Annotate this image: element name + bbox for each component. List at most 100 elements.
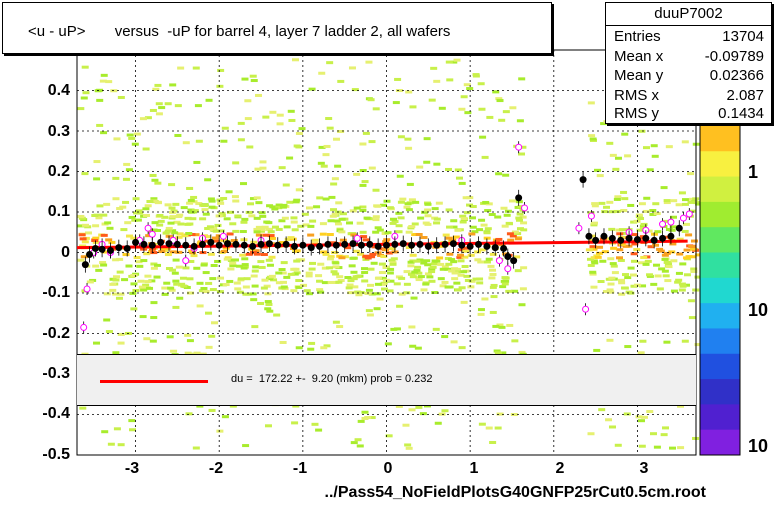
heat-cell	[202, 271, 210, 275]
heat-cell	[344, 246, 352, 250]
heat-cell	[105, 330, 113, 334]
heat-cell	[477, 260, 485, 264]
heat-cell	[158, 106, 166, 110]
heat-cell	[423, 137, 431, 141]
heat-cell	[675, 271, 683, 275]
heat-cell	[609, 153, 617, 157]
heat-cell	[585, 248, 593, 252]
heat-cell	[108, 240, 116, 244]
heat-cell	[483, 236, 491, 240]
heat-cell	[518, 77, 526, 81]
heat-cell	[408, 198, 416, 202]
stats-row-mean-x: Mean x -0.09789	[614, 48, 764, 68]
heat-cell	[227, 258, 235, 262]
heat-cell	[151, 221, 159, 225]
heat-cell	[204, 227, 212, 231]
profile-markers	[80, 141, 693, 334]
heat-cell	[411, 222, 419, 226]
heat-cell	[395, 230, 403, 234]
heat-cell	[669, 225, 677, 229]
heat-cell	[494, 215, 502, 219]
heat-cell	[354, 290, 362, 294]
profile-point	[207, 238, 215, 246]
heat-cell	[441, 409, 449, 413]
heat-cell	[106, 226, 114, 230]
profile-point	[500, 244, 508, 252]
heat-cell	[275, 271, 283, 275]
heat-cell	[308, 267, 316, 271]
heat-cell	[139, 315, 147, 319]
heat-cell	[109, 288, 117, 292]
heat-cell	[405, 90, 413, 94]
heat-cell	[515, 218, 523, 222]
open-point	[659, 220, 667, 228]
profile-point	[148, 241, 156, 249]
profile-point	[307, 244, 315, 252]
heat-cell	[408, 272, 416, 276]
heat-cell	[678, 288, 686, 292]
heat-cell	[266, 309, 274, 313]
heat-cell	[647, 245, 655, 249]
heat-cell	[614, 443, 622, 447]
heat-cell	[460, 300, 468, 304]
y-tick-label: 0.3	[47, 123, 70, 140]
palette-swatch	[700, 125, 740, 152]
heat-cell	[165, 229, 173, 233]
profile-point	[449, 240, 457, 248]
heat-cell	[208, 205, 216, 209]
heat-cell	[290, 289, 298, 293]
heat-cell	[142, 283, 150, 287]
heat-cell	[687, 299, 695, 303]
heat-cell	[456, 255, 464, 259]
heat-cell	[216, 84, 224, 88]
heat-cell	[670, 259, 678, 263]
heat-cell	[513, 255, 521, 259]
heat-cell	[602, 290, 610, 294]
heat-cell	[438, 106, 446, 110]
heat-cell	[165, 267, 173, 271]
heat-cell	[646, 168, 654, 172]
heat-cell	[275, 281, 283, 285]
heat-cell	[390, 327, 398, 331]
profile-point	[123, 244, 131, 252]
heat-cell	[229, 404, 237, 408]
heat-cell	[458, 346, 466, 350]
heat-cell	[433, 259, 441, 263]
heat-cell	[291, 272, 299, 276]
heat-cell	[589, 245, 597, 249]
heat-cell	[222, 283, 230, 287]
heat-cell	[392, 101, 400, 105]
heat-cell	[331, 212, 339, 216]
heat-cell	[260, 253, 268, 257]
heat-cell	[652, 202, 660, 206]
heat-cell	[349, 209, 357, 213]
heat-cell	[368, 255, 376, 259]
heat-cell	[476, 277, 484, 281]
heat-cell	[642, 262, 650, 266]
heat-cell	[125, 264, 133, 268]
heat-cell	[298, 127, 306, 131]
heat-cell	[624, 154, 632, 158]
heat-cell	[227, 267, 235, 271]
open-point	[148, 230, 156, 238]
heat-cell	[372, 188, 380, 192]
heat-cell	[278, 219, 286, 223]
heat-cell	[424, 263, 432, 267]
heat-cell	[444, 285, 452, 289]
heat-cell	[99, 261, 107, 265]
heat-cell	[368, 140, 376, 144]
heat-cell	[308, 87, 316, 91]
x-tick-label: 2	[555, 460, 565, 477]
heat-cell	[420, 236, 428, 239]
heat-cell	[601, 210, 609, 214]
heat-cell	[663, 251, 671, 255]
heat-cell	[155, 112, 163, 116]
heat-cell	[138, 285, 146, 289]
heat-cell	[184, 216, 192, 220]
heat-cell	[393, 327, 401, 331]
profile-point	[132, 238, 140, 246]
heat-cell	[389, 262, 397, 266]
heat-cell	[130, 236, 138, 240]
heat-cell	[450, 340, 458, 344]
heat-cell	[279, 205, 287, 209]
